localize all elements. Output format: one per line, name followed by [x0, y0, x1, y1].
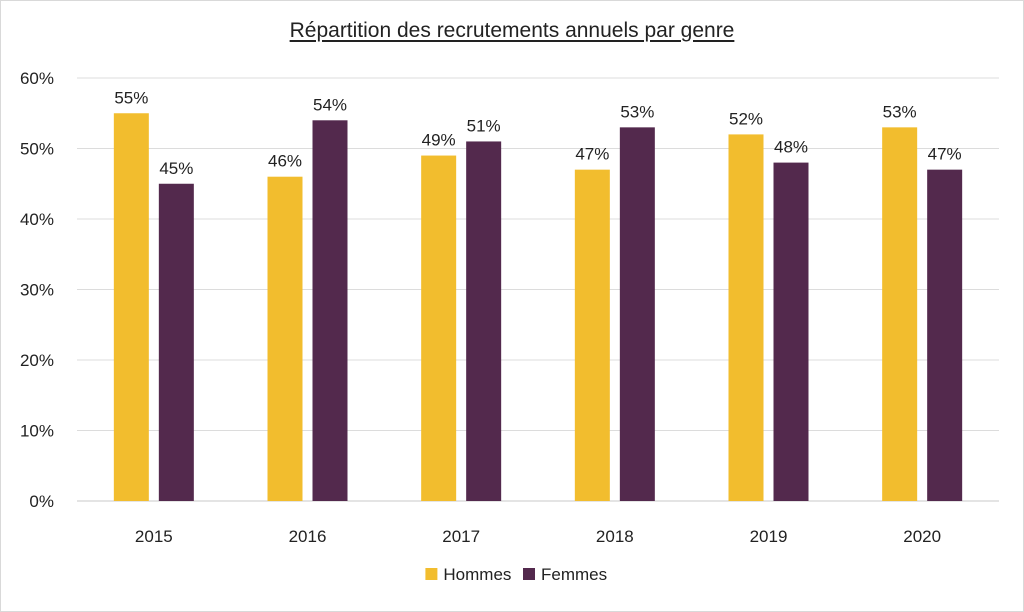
x-tick-label: 2017 — [442, 527, 480, 546]
chart-title: Répartition des recrutements annuels par… — [289, 19, 735, 42]
bar-hommes-2017 — [421, 155, 457, 502]
bar-femmes-2020 — [927, 169, 963, 501]
y-axis: 0% 10% 20% 30% 40% 50% 60% — [20, 69, 54, 511]
data-label: 54% — [313, 95, 347, 114]
y-tick-label: 40% — [20, 210, 54, 229]
data-label: 52% — [729, 109, 763, 128]
y-tick-label: 20% — [20, 351, 54, 370]
x-tick-label: 2016 — [289, 527, 327, 546]
data-label: 55% — [114, 88, 148, 107]
bar-hommes-2019 — [728, 134, 764, 501]
legend-swatch-femmes — [523, 568, 535, 580]
x-tick-label: 2018 — [596, 527, 634, 546]
x-tick-label: 2019 — [750, 527, 788, 546]
bar-femmes-2018 — [619, 127, 655, 501]
bar-hommes-2016 — [267, 176, 303, 501]
y-tick-label: 30% — [20, 281, 54, 300]
bars — [113, 113, 963, 502]
data-label: 51% — [467, 116, 501, 135]
y-tick-label: 0% — [29, 492, 54, 511]
legend: Hommes Femmes — [425, 565, 607, 584]
bar-femmes-2017 — [466, 141, 502, 501]
data-label: 47% — [928, 145, 962, 164]
x-tick-label: 2015 — [135, 527, 173, 546]
data-label: 46% — [268, 152, 302, 171]
y-tick-label: 60% — [20, 69, 54, 88]
y-tick-label: 10% — [20, 422, 54, 441]
bar-hommes-2018 — [574, 169, 610, 501]
data-label: 47% — [575, 145, 609, 164]
bar-femmes-2015 — [158, 183, 194, 501]
bar-femmes-2016 — [312, 120, 348, 502]
x-axis: 2015 2016 2017 2018 2019 2020 — [135, 527, 941, 546]
data-label: 53% — [883, 102, 917, 121]
bar-hommes-2020 — [882, 127, 918, 501]
data-labels: 55% 45% 46% 54% 49% 51% 47% 53% 52% 48% 53% 47% — [114, 88, 961, 178]
bar-hommes-2015 — [113, 113, 149, 501]
data-label: 48% — [774, 138, 808, 157]
bar-femmes-2019 — [773, 162, 809, 501]
data-label: 49% — [422, 131, 456, 150]
legend-label-femmes: Femmes — [541, 565, 607, 584]
legend-label-hommes: Hommes — [443, 565, 511, 584]
legend-swatch-hommes — [425, 568, 438, 580]
x-tick-label: 2020 — [903, 527, 941, 546]
data-label: 53% — [620, 102, 654, 121]
y-tick-label: 50% — [20, 140, 54, 159]
data-label: 45% — [159, 159, 193, 178]
gridlines — [77, 77, 999, 502]
